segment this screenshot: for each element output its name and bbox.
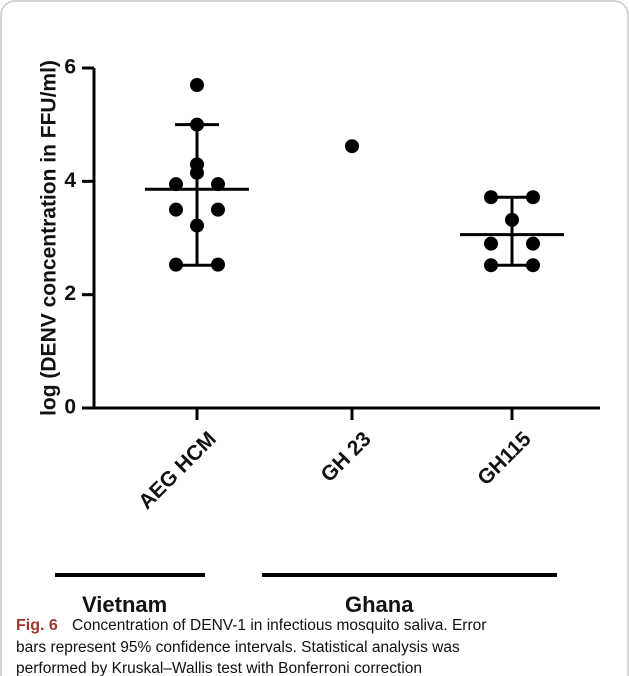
y-tick-label: 4	[64, 169, 76, 192]
caption-line: Concentration of DENV-1 in infectious mo…	[72, 617, 486, 634]
data-point	[190, 117, 204, 132]
region-label: Ghana	[345, 592, 414, 617]
data-point	[169, 202, 183, 217]
data-point	[211, 257, 225, 272]
data-point	[190, 78, 204, 92]
data-point	[484, 258, 498, 273]
caption-line: bars represent 95% confidence intervals.…	[16, 639, 460, 656]
data-point	[345, 139, 359, 154]
x-tick-label: GH115	[473, 427, 536, 490]
y-axis-label: log (DENV concentration in FFU/ml)	[38, 60, 61, 416]
data-point	[190, 218, 204, 233]
data-point	[505, 212, 519, 227]
data-point	[526, 236, 540, 251]
x-tick-label: GH 23	[317, 427, 376, 486]
data-point	[169, 177, 183, 192]
figure-label: Fig. 6	[16, 617, 58, 634]
data-point	[169, 257, 183, 272]
data-point	[526, 190, 540, 205]
data-point	[526, 258, 540, 273]
data-point	[484, 236, 498, 251]
y-tick-label: 2	[64, 282, 76, 305]
data-point	[211, 177, 225, 192]
region-label: Vietnam	[82, 592, 167, 617]
y-tick-label: 0	[64, 396, 76, 419]
y-tick-label: 6	[64, 56, 76, 79]
caption-line: performed by Kruskal–Wallis test with Bo…	[16, 660, 422, 676]
data-point	[484, 190, 498, 205]
x-tick-label: AEG HCM	[134, 427, 220, 513]
data-point	[211, 202, 225, 217]
data-point	[190, 165, 204, 180]
